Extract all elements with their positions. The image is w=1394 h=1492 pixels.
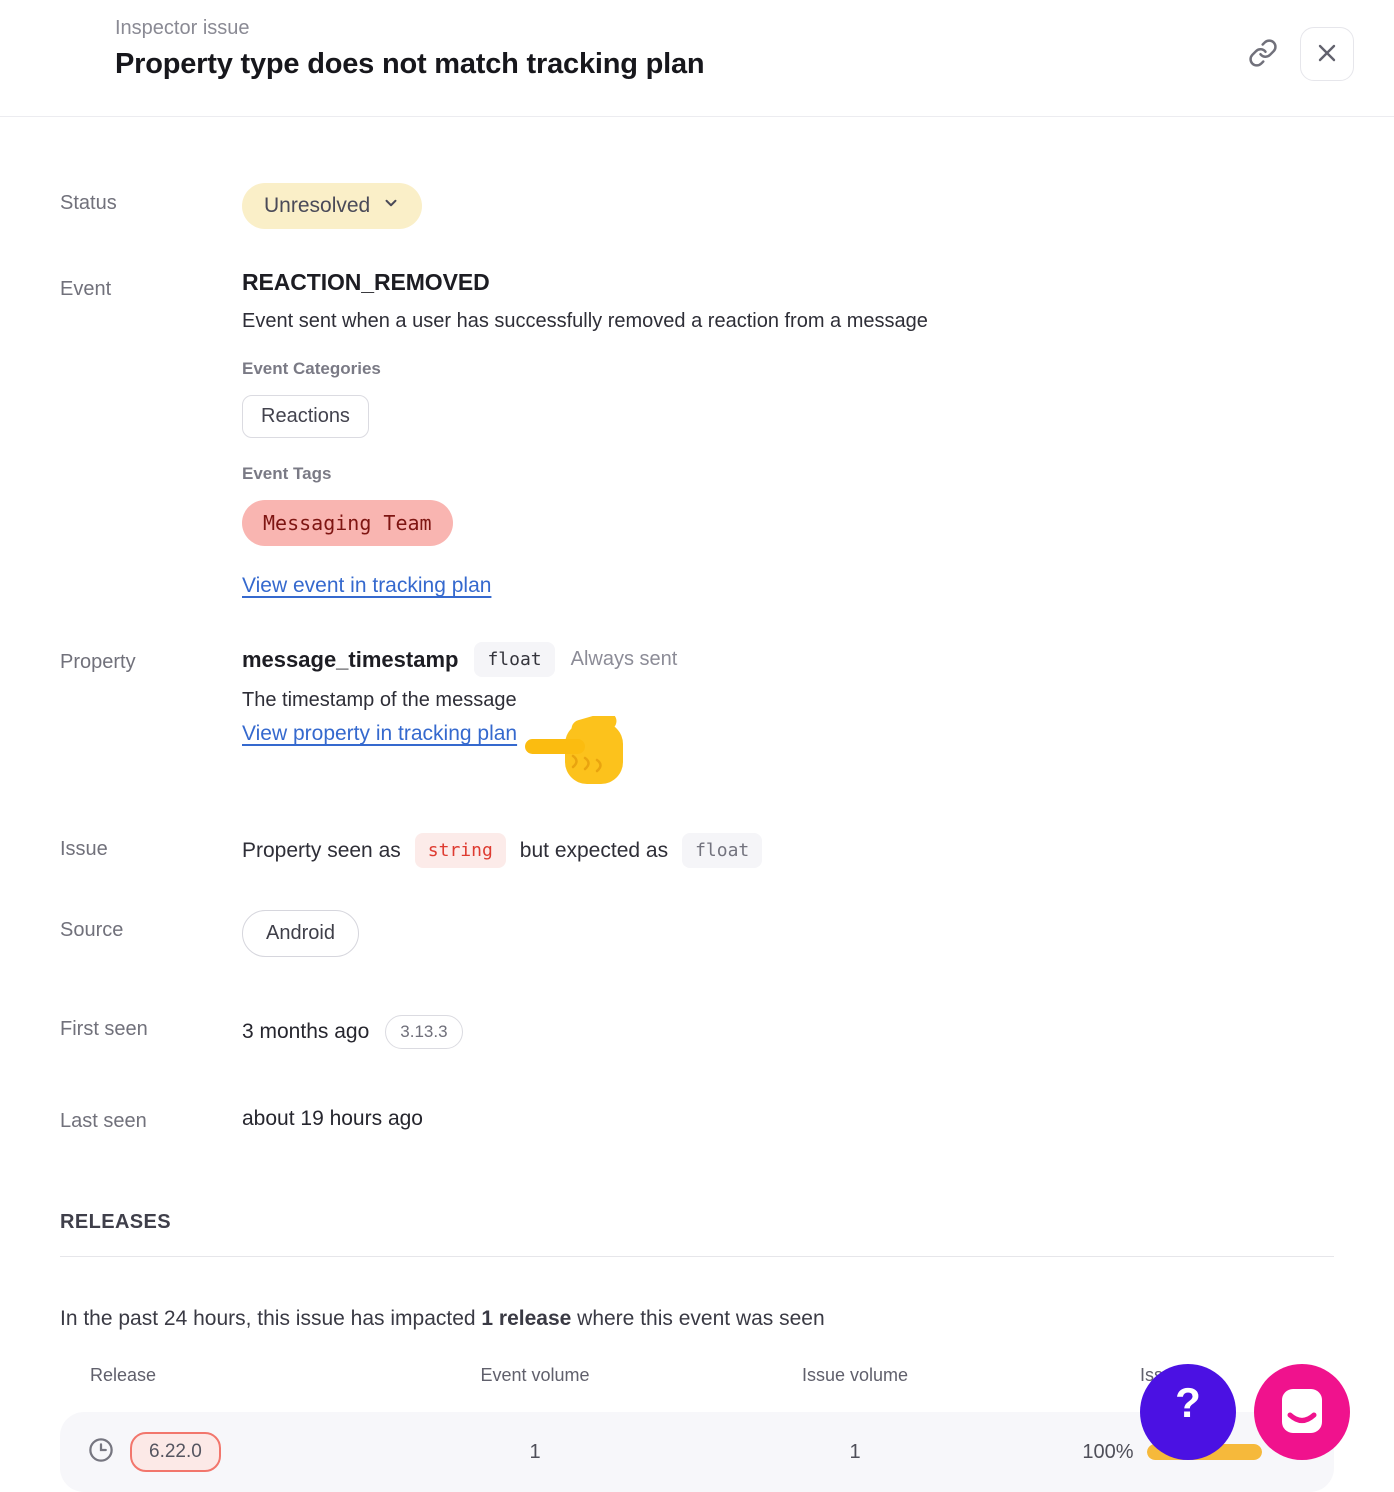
- issue-volume-cell: 1: [849, 1440, 861, 1463]
- chat-button[interactable]: [1254, 1364, 1350, 1460]
- property-name: message_timestamp: [242, 646, 459, 672]
- status-row: Status Unresolved: [60, 183, 1334, 229]
- event-category-chip: Reactions: [242, 395, 369, 438]
- question-mark-icon: ?: [1175, 1379, 1201, 1426]
- close-icon: [1315, 41, 1339, 68]
- event-label: Event: [60, 278, 112, 300]
- event-tags-label: Event Tags: [242, 464, 332, 483]
- col-header-event-volume: Event volume: [480, 1365, 590, 1385]
- link-icon: [1248, 38, 1278, 71]
- property-presence: Always sent: [570, 648, 678, 670]
- floating-buttons: ?: [1140, 1364, 1350, 1460]
- source-chip: Android: [242, 910, 359, 957]
- header-actions: [1248, 27, 1354, 81]
- releases-section-heading: RELEASES: [60, 1211, 1334, 1257]
- release-version-chip: 6.22.0: [130, 1432, 221, 1472]
- status-dropdown[interactable]: Unresolved: [242, 183, 423, 229]
- last-seen-row: Last seen about 19 hours ago: [60, 1101, 1334, 1133]
- view-property-link[interactable]: View property in tracking plan: [242, 722, 518, 745]
- first-seen-value: 3 months ago: [242, 1020, 370, 1043]
- issue-label: Issue: [60, 838, 108, 860]
- copy-link-button[interactable]: [1248, 38, 1278, 71]
- issue-expected-type-chip: float: [682, 833, 763, 868]
- issue-seen-prefix: Property seen as: [242, 838, 401, 862]
- chevron-down-icon: [382, 194, 400, 218]
- property-description: The timestamp of the message: [242, 689, 517, 711]
- releases-summary: In the past 24 hours, this issue has imp…: [60, 1307, 1334, 1331]
- summary-count: 1 release: [481, 1307, 572, 1330]
- issue-seen-type-chip: string: [414, 833, 506, 868]
- first-seen-row: First seen 3 months ago 3.13.3: [60, 1009, 1334, 1049]
- clock-icon: [86, 1435, 116, 1470]
- panel-kicker: Inspector issue: [115, 17, 250, 39]
- event-row: Event REACTION_REMOVED Event sent when a…: [60, 269, 1334, 598]
- issue-pct-text: 100%: [1082, 1440, 1134, 1463]
- event-volume-cell: 1: [529, 1440, 541, 1463]
- event-tag-pill: Messaging Team: [242, 500, 453, 546]
- event-categories-label: Event Categories: [242, 359, 381, 378]
- page-title: Property type does not match tracking pl…: [115, 48, 705, 80]
- header-titles: Inspector issue Property type does not m…: [115, 17, 705, 81]
- last-seen-value: about 19 hours ago: [242, 1107, 423, 1130]
- status-value: Unresolved: [264, 194, 371, 217]
- last-seen-label: Last seen: [60, 1110, 147, 1132]
- source-label: Source: [60, 919, 124, 941]
- help-button[interactable]: ?: [1140, 1364, 1236, 1460]
- panel-body: Status Unresolved Event REACTION_REMOVED…: [0, 183, 1394, 1492]
- property-row: Property message_timestamp float Always …: [60, 642, 1334, 793]
- issue-row: Issue Property seen as string but expect…: [60, 829, 1334, 868]
- property-label: Property: [60, 651, 136, 673]
- event-name: REACTION_REMOVED: [242, 269, 490, 295]
- pointing-left-hand-emoji: [525, 712, 625, 793]
- summary-prefix: In the past 24 hours, this issue has imp…: [60, 1307, 482, 1330]
- close-button[interactable]: [1300, 27, 1354, 81]
- source-row: Source Android: [60, 910, 1334, 957]
- summary-suffix: where this event was seen: [571, 1307, 825, 1330]
- issue-expected-prefix: but expected as: [519, 838, 669, 862]
- first-seen-version-chip: 3.13.3: [385, 1015, 463, 1049]
- status-label: Status: [60, 192, 117, 214]
- messenger-icon: [1280, 1387, 1324, 1438]
- view-event-link[interactable]: View event in tracking plan: [242, 574, 492, 597]
- event-description: Event sent when a user has successfully …: [242, 310, 928, 332]
- col-header-release: Release: [90, 1365, 157, 1385]
- col-header-issue-volume: Issue volume: [801, 1365, 909, 1385]
- panel-header: Inspector issue Property type does not m…: [0, 0, 1394, 117]
- property-type-chip: float: [474, 642, 555, 677]
- first-seen-label: First seen: [60, 1018, 148, 1040]
